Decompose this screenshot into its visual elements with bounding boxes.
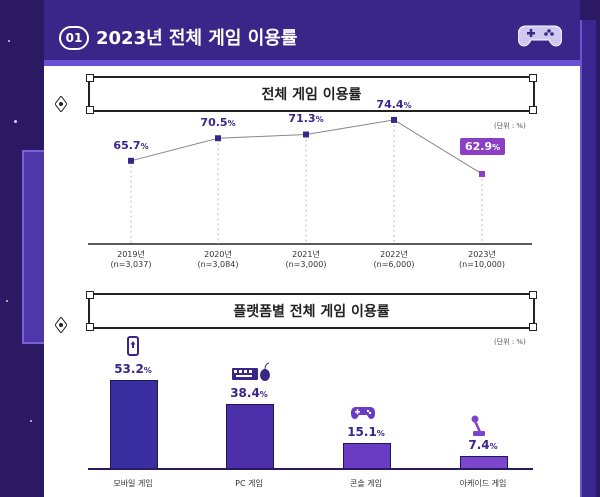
box-corner [86,291,94,299]
percent-unit: % [143,366,152,375]
section-title-box: 전체 게임 이용률 [86,74,537,114]
x-tick-label: PC 게임 [235,479,263,488]
box-corner [86,74,94,82]
sample-size-text: (n=3,000) [285,260,327,269]
x-tick-label: 2020년 (n=3,084) [183,250,253,270]
section-title-box: 플랫폼별 전체 게임 이용률 [86,291,537,331]
box-corner [529,106,537,114]
background-star [6,300,8,302]
background-star [14,120,17,123]
data-label-highlight: 62.9% [460,137,506,155]
percent-unit: % [315,115,324,125]
data-value: 7.4 [468,437,490,452]
year-text: 2022년 [380,250,408,259]
keyboard-mouse-icon [232,362,270,381]
bar-value-label: 38.4% [219,386,279,400]
x-tick-label: 아케이드 게임 [459,479,507,488]
data-value: 71.3 [288,112,316,126]
box-corner [86,106,94,114]
bar-value-label: 7.4% [453,438,513,452]
bar-value-label: 15.1% [336,425,396,439]
percent-unit: % [227,119,236,129]
percent-unit: % [492,142,501,152]
year-text: 2021년 [292,250,320,259]
unit-label: (단위 : %) [494,338,526,346]
x-tick-label: 2023년 (n=10,000) [447,250,517,270]
percent-unit: % [403,100,412,110]
year-text: 2023년 [468,250,496,259]
background-star [8,40,10,42]
sample-size-text: (n=6,000) [373,260,415,269]
section-number-badge: 01 [59,26,89,50]
x-tick-label: 2021년 (n=3,000) [271,250,341,270]
year-text: 2019년 [117,250,145,259]
data-label: 70.5% [188,116,248,129]
data-value: 53.2 [114,362,144,376]
data-value: 38.4 [230,386,260,401]
box-corner [86,323,94,331]
data-label: 71.3% [276,112,336,125]
bar [343,443,391,470]
data-value: 70.5 [200,116,228,130]
box-corner [529,323,537,331]
data-label: 65.7% [101,139,161,152]
x-tick-label: 2022년 (n=6,000) [359,250,429,270]
background-star [30,420,32,422]
percent-unit: % [140,141,149,151]
header-stripe [44,60,580,66]
bar [110,380,158,470]
decorative-frame [580,20,596,497]
smartphone-icon [127,336,139,356]
joystick-icon [471,415,485,436]
data-value: 65.7 [113,138,141,152]
page-header: 01 2023년 전체 게임 이용률 [44,0,580,66]
percent-unit: % [376,429,385,439]
gamepad-icon [518,25,562,47]
bar [226,404,274,470]
box-corner [529,74,537,82]
gamepad-icon [351,407,375,419]
section-title: 플랫폼별 전체 게임 이용률 [233,304,390,320]
box-corner [529,291,537,299]
cursor-mark-icon [55,96,67,112]
data-value: 15.1 [347,425,377,440]
bar-baseline [88,468,533,470]
data-value: 62.9 [465,139,493,153]
sample-size-text: (n=10,000) [458,260,505,269]
x-tick-label: 2019년 (n=3,037) [96,250,166,270]
x-tick-label: 콘솔 게임 [350,479,382,488]
percent-unit: % [259,390,268,400]
year-text: 2020년 [204,250,232,259]
sample-size-text: (n=3,084) [197,260,239,269]
cursor-mark-icon [55,317,67,333]
data-value: 74.4 [376,97,404,111]
unit-label: (단위 : %) [494,122,526,130]
bar-value-label: 53.2% [103,362,163,376]
data-label: 74.4% [364,98,424,111]
percent-unit: % [489,441,498,451]
page-title: 2023년 전체 게임 이용률 [96,28,298,49]
x-tick-label: 모바일 게임 [113,479,153,488]
sample-size-text: (n=3,037) [110,260,152,269]
section-title: 전체 게임 이용률 [261,87,362,103]
